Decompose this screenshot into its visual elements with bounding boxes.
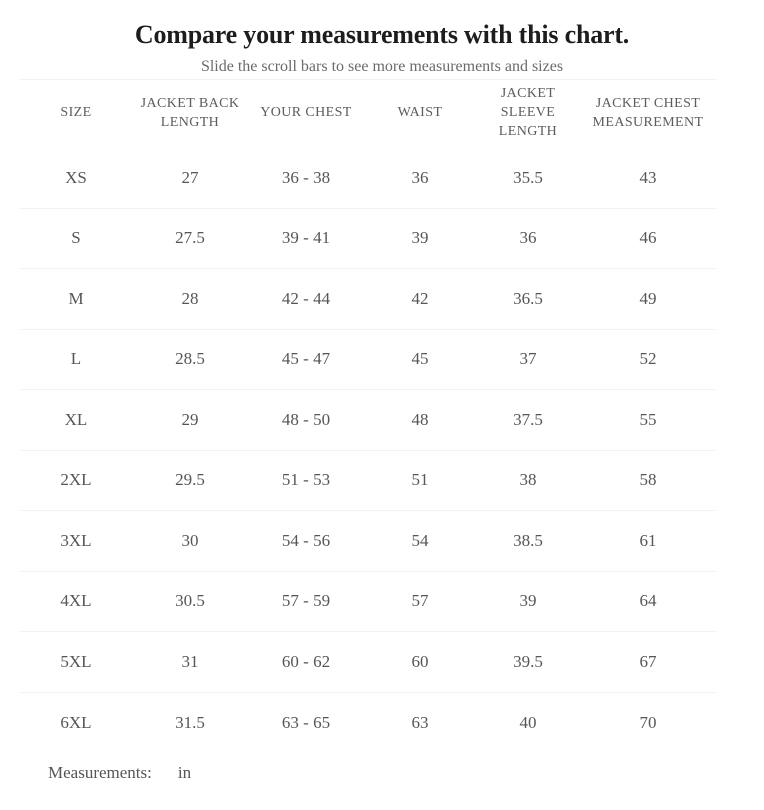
size-cell: L [20,328,132,390]
size-cell: M [20,268,132,329]
jacket-chest-measurement-cell: 55 [580,389,716,450]
jacket-back-length-cell: 30 [132,510,248,571]
table-row: 3XL 30 54 - 56 54 38.5 61 [20,510,716,571]
column-header-jacket-sleeve-length: JACKET SLEEVE LENGTH [476,79,580,148]
table-row: M 28 42 - 44 42 36.5 49 [20,268,716,329]
waist-cell: 60 [364,631,476,692]
jacket-chest-measurement-cell: 52 [580,328,716,390]
jacket-back-length-cell: 29.5 [132,449,248,511]
table-row: 4XL 30.5 57 - 59 57 39 64 [20,570,716,632]
jacket-back-length-cell: 31 [132,631,248,692]
jacket-chest-measurement-cell: 58 [580,449,716,511]
page-subtitle: Slide the scroll bars to see more measur… [200,58,564,75]
size-table-body: XS 27 36 - 38 36 35.5 43 S 27.5 39 - 41 … [20,148,716,753]
waist-cell: 45 [364,328,476,390]
header-row: SIZE JACKET BACK LENGTH YOUR CHEST WAIST… [20,79,716,148]
your-chest-cell: 60 - 62 [248,631,364,692]
jacket-chest-measurement-cell: 49 [580,268,716,329]
jacket-back-length-cell: 31.5 [132,691,248,753]
table-row: 6XL 31.5 63 - 65 63 40 70 [20,691,716,753]
size-cell: 5XL [20,631,132,692]
waist-cell: 54 [364,510,476,571]
waist-cell: 36 [411,167,429,187]
jacket-chest-measurement-cell: 64 [580,570,716,632]
jacket-sleeve-length-cell: 38 [476,449,580,511]
your-chest-cell: 45 - 47 [248,328,364,390]
jacket-back-length-cell: 30.5 [132,570,248,632]
your-chest-cell: 42 - 44 [248,268,364,329]
table-row: 2XL 29.5 51 - 53 51 38 58 [20,449,716,511]
waist-cell: 51 [364,449,476,511]
measurements-footer: Measurements: in [48,761,764,784]
size-table-header: SIZE JACKET BACK LENGTH YOUR CHEST WAIST… [20,79,716,148]
jacket-sleeve-length-cell: 35.5 [513,167,543,187]
your-chest-cell: 51 - 53 [248,449,364,511]
size-chart-table: SIZE JACKET BACK LENGTH YOUR CHEST WAIST… [20,79,716,753]
measurements-unit: in [177,762,192,782]
table-row: L 28.5 45 - 47 45 37 52 [20,328,716,390]
jacket-sleeve-length-cell: 36 [476,207,580,269]
your-chest-cell: 63 - 65 [248,691,364,753]
size-cell: 4XL [20,570,132,632]
table-row: 5XL 31 60 - 62 60 39.5 67 [20,631,716,692]
your-chest-cell: 39 - 41 [248,207,364,269]
jacket-chest-measurement-cell: 43 [639,167,657,187]
jacket-sleeve-length-cell: 37.5 [476,389,580,450]
your-chest-cell: 48 - 50 [248,389,364,450]
waist-cell: 63 [364,691,476,753]
column-header-your-chest: YOUR CHEST [248,79,364,148]
jacket-back-length-cell: 28 [132,268,248,329]
jacket-back-length-cell: 29 [132,389,248,450]
jacket-sleeve-length-cell: 40 [476,691,580,753]
jacket-chest-measurement-cell: 67 [580,631,716,692]
size-cell: XS [65,167,87,187]
your-chest-cell: 36 - 38 [281,167,331,187]
size-cell: S [20,207,132,269]
jacket-chest-measurement-cell: 61 [580,510,716,571]
size-cell: 3XL [20,510,132,571]
size-cell: 6XL [20,691,132,753]
column-header-jacket-chest-measurement: JACKET CHEST MEASUREMENT [580,79,716,148]
jacket-chest-measurement-cell: 70 [580,691,716,753]
table-row: S 27.5 39 - 41 39 36 46 [20,207,716,269]
jacket-sleeve-length-cell: 39.5 [476,631,580,692]
jacket-sleeve-length-cell: 38.5 [476,510,580,571]
table-row: XL 29 48 - 50 48 37.5 55 [20,389,716,450]
size-table-scroll-container[interactable]: SIZE JACKET BACK LENGTH YOUR CHEST WAIST… [20,79,716,753]
waist-cell: 57 [364,570,476,632]
page-title: Compare your measurements with this char… [134,20,630,49]
jacket-chest-measurement-cell: 46 [580,207,716,269]
column-header-waist: WAIST [364,79,476,148]
table-row: XS 27 36 - 38 36 35.5 43 [20,148,716,209]
jacket-back-length-cell: 28.5 [132,328,248,390]
jacket-back-length-cell: 27 [181,167,199,187]
jacket-back-length-cell: 27.5 [132,207,248,269]
column-header-size: SIZE [20,79,132,148]
waist-cell: 48 [364,389,476,450]
waist-cell: 42 [364,268,476,329]
size-cell: XL [20,389,132,450]
jacket-sleeve-length-cell: 39 [476,570,580,632]
measurements-label: Measurements: [48,762,152,782]
column-header-jacket-back-length: JACKET BACK LENGTH [132,79,248,148]
jacket-sleeve-length-cell: 37 [476,328,580,390]
jacket-sleeve-length-cell: 36.5 [476,268,580,329]
your-chest-cell: 54 - 56 [248,510,364,571]
size-cell: 2XL [20,449,132,511]
waist-cell: 39 [364,207,476,269]
your-chest-cell: 57 - 59 [248,570,364,632]
